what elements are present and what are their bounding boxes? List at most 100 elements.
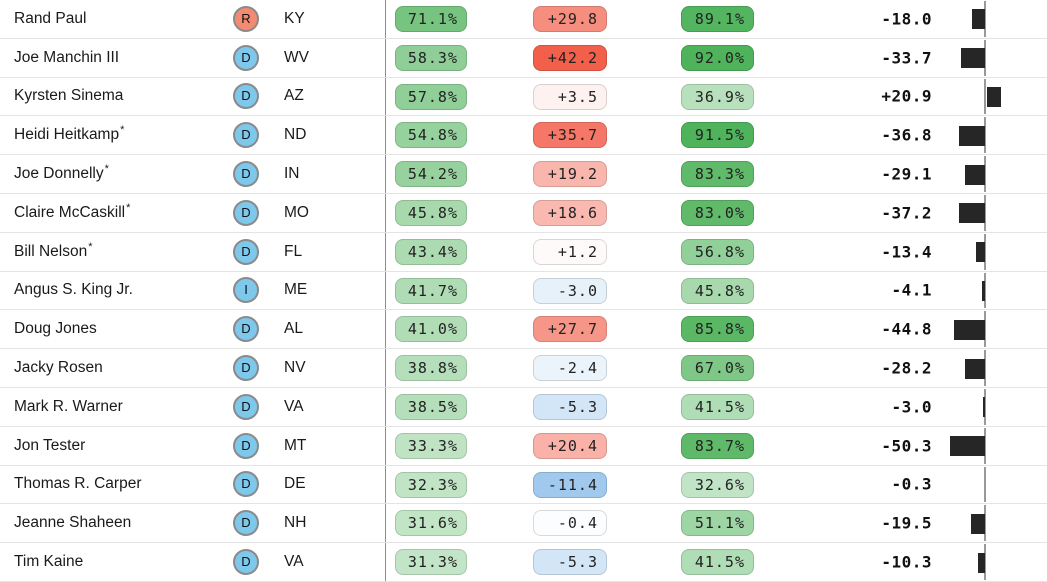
column-divider: [385, 426, 386, 465]
table-row: Kyrsten Sinema D AZ 57.8% +3.5 36.9% +20.9: [0, 77, 1047, 117]
trump-margin-pill: -3.0: [533, 277, 607, 304]
trump-score-pill: 45.8%: [395, 199, 467, 226]
senator-name-text: Joe Manchin III: [14, 48, 120, 66]
column-divider: [385, 193, 386, 232]
difference-value: -19.5: [881, 513, 932, 533]
senator-name: Kyrsten Sinema: [14, 87, 123, 105]
difference-bar: [971, 513, 985, 534]
difference-bar: [953, 319, 985, 340]
table-row: Claire McCaskill* D MO 45.8% +18.6 83.0% -37.2: [0, 193, 1047, 233]
trump-score-pill: 54.8%: [395, 122, 467, 149]
predicted-score-pill: 92.0%: [681, 44, 754, 71]
trump-margin-pill: +20.4: [533, 432, 607, 459]
difference-value: -10.3: [881, 552, 932, 572]
difference-bar: [949, 436, 985, 457]
trump-score-pill: 57.8%: [395, 83, 467, 110]
party-badge: D: [233, 122, 259, 149]
party-badge: D: [233, 393, 259, 420]
difference-bar: [975, 242, 985, 263]
trump-margin-pill: +35.7: [533, 122, 607, 149]
predicted-score-pill: 89.1%: [681, 6, 754, 32]
senator-name-text: Bill Nelson: [14, 242, 88, 260]
state-label: FL: [284, 242, 303, 260]
senator-name: Jacky Rosen: [14, 359, 103, 377]
senator-name: Claire McCaskill*: [14, 202, 130, 222]
column-divider: [385, 77, 386, 116]
senator-name-text: Joe Donnelly: [14, 165, 104, 183]
trump-margin-pill: -0.4: [533, 510, 607, 537]
predicted-score-pill: 45.8%: [681, 277, 754, 304]
senator-name-text: Mark R. Warner: [14, 397, 123, 415]
table-row: Angus S. King Jr. I ME 41.7% -3.0 45.8% -4.1: [0, 271, 1047, 311]
trump-margin-pill: +27.7: [533, 316, 607, 343]
party-badge: D: [233, 316, 259, 343]
trump-score-pill: 54.2%: [395, 161, 467, 188]
senator-name-text: Rand Paul: [14, 9, 87, 27]
senator-name: Joe Donnelly*: [14, 162, 109, 183]
column-divider: [385, 504, 386, 543]
state-label: AZ: [284, 87, 304, 105]
column-divider: [385, 155, 386, 193]
incumbent-asterisk: *: [88, 240, 93, 253]
party-badge: D: [233, 238, 259, 265]
trump-score-pill: 31.3%: [395, 549, 467, 576]
difference-value: -28.2: [881, 358, 932, 378]
column-divider: [385, 349, 386, 387]
senator-name: Mark R. Warner: [14, 398, 123, 416]
trump-margin-pill: -5.3: [533, 393, 607, 420]
senator-name: Bill Nelson*: [14, 240, 93, 261]
table-row: Jon Tester D MT 33.3% +20.4 83.7% -50.3: [0, 426, 1047, 466]
column-divider: [385, 0, 386, 38]
senator-name: Rand Paul: [14, 10, 86, 28]
difference-bar: [982, 280, 985, 301]
trump-score-pill: 38.8%: [395, 355, 467, 382]
difference-value: -13.4: [881, 242, 932, 262]
party-badge: D: [233, 510, 259, 537]
difference-bar: [965, 358, 985, 379]
predicted-score-pill: 51.1%: [681, 510, 754, 537]
party-badge: R: [233, 5, 259, 32]
table-row: Bill Nelson* D FL 43.4% +1.2 56.8% -13.4: [0, 232, 1047, 272]
table-row: Doug Jones D AL 41.0% +27.7 85.8% -44.8: [0, 310, 1047, 350]
trump-score-pill: 43.4%: [395, 238, 467, 265]
difference-value: +20.9: [881, 86, 932, 106]
party-badge: D: [233, 432, 259, 459]
senator-name-text: Jacky Rosen: [14, 359, 103, 377]
incumbent-asterisk: *: [104, 162, 109, 175]
table-row: Jeanne Shaheen D NH 31.6% -0.4 51.1% -19.5: [0, 504, 1047, 544]
trump-margin-pill: +18.6: [533, 199, 607, 226]
senator-name-text: Angus S. King Jr.: [14, 281, 133, 299]
party-badge: D: [233, 471, 259, 498]
difference-value: -29.1: [881, 164, 932, 184]
difference-bar: [959, 125, 985, 146]
trump-margin-pill: -11.4: [533, 471, 607, 498]
difference-value: -0.3: [891, 474, 932, 494]
difference-bar: [961, 48, 985, 69]
table-row: Jacky Rosen D NV 38.8% -2.4 67.0% -28.2: [0, 349, 1047, 388]
table-row: Joe Manchin III D WV 58.3% +42.2 92.0% -33.7: [0, 38, 1047, 78]
senator-name: Jeanne Shaheen: [14, 514, 131, 532]
state-label: KY: [284, 9, 305, 27]
state-label: WV: [284, 48, 309, 66]
predicted-score-pill: 41.5%: [681, 549, 754, 576]
trump-score-pill: 58.3%: [395, 44, 467, 71]
senator-name-text: Jon Tester: [14, 436, 86, 454]
predicted-score-pill: 32.6%: [681, 471, 754, 498]
senator-name-text: Jeanne Shaheen: [14, 514, 132, 532]
senator-name-text: Kyrsten Sinema: [14, 87, 124, 105]
predicted-score-pill: 91.5%: [681, 122, 754, 149]
difference-value: -50.3: [881, 436, 932, 456]
party-badge: D: [233, 83, 259, 110]
difference-value: -18.0: [881, 9, 932, 29]
senator-name: Jon Tester: [14, 437, 85, 455]
state-label: VA: [284, 397, 304, 415]
trump-score-pill: 31.6%: [395, 510, 467, 537]
senator-name-text: Doug Jones: [14, 320, 97, 338]
party-badge: D: [233, 549, 259, 576]
column-divider: [385, 38, 386, 77]
senator-name: Doug Jones: [14, 320, 97, 338]
state-label: NH: [284, 514, 307, 532]
state-label: MT: [284, 436, 307, 454]
state-label: AL: [284, 320, 303, 338]
